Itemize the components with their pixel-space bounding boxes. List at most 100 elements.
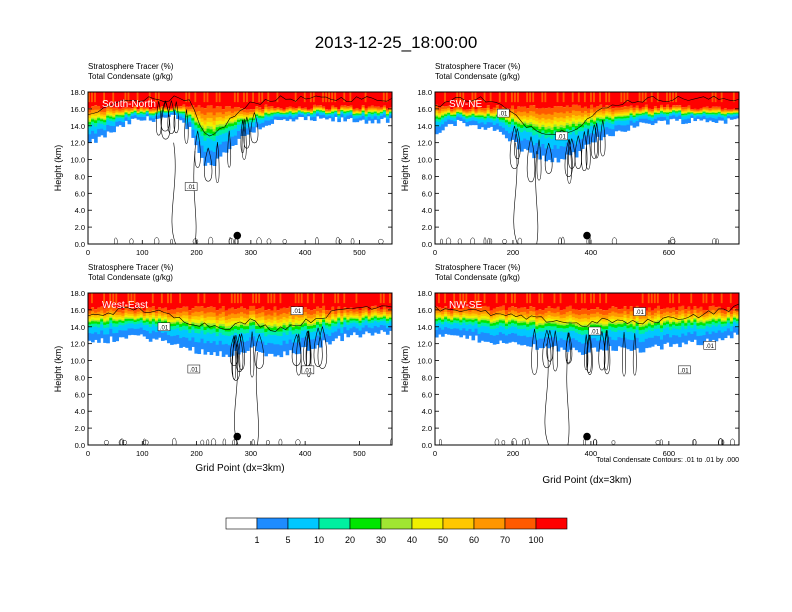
tracer-cell bbox=[233, 117, 238, 121]
tracer-cell bbox=[236, 119, 241, 123]
tracer-cell bbox=[188, 113, 192, 116]
tracer-cell bbox=[553, 145, 558, 158]
tracer-cell bbox=[702, 108, 707, 110]
tracer-cell bbox=[669, 308, 673, 314]
tracer-cell bbox=[568, 330, 573, 340]
tracer-cell bbox=[678, 106, 682, 109]
condensate-contour bbox=[88, 305, 392, 332]
tracer-cell bbox=[236, 107, 241, 112]
tracer-cell bbox=[100, 111, 104, 115]
tracer-cell bbox=[687, 325, 691, 333]
tracer-cell bbox=[438, 92, 442, 108]
tracer-column bbox=[489, 293, 494, 343]
tracer-cell bbox=[188, 121, 192, 127]
tracer-cell bbox=[456, 293, 460, 308]
tracer-cell bbox=[312, 317, 317, 321]
tracer-cell bbox=[139, 318, 144, 321]
tracer-streak bbox=[583, 92, 586, 103]
tracer-cell bbox=[441, 318, 445, 321]
tracer-cell bbox=[97, 320, 101, 323]
tracer-cell bbox=[361, 293, 366, 308]
tracer-cell bbox=[258, 116, 262, 119]
tracer-cell bbox=[164, 320, 168, 324]
tracer-cell bbox=[364, 306, 369, 310]
tracer-cell bbox=[364, 112, 369, 115]
tracer-cell bbox=[544, 308, 549, 314]
tracer-cell bbox=[526, 322, 530, 325]
tracer-cell bbox=[650, 109, 655, 112]
tracer-cell bbox=[711, 118, 716, 123]
tracer-cell bbox=[562, 323, 567, 327]
tracer-cell bbox=[154, 309, 159, 314]
tracer-cell bbox=[130, 111, 135, 113]
tracer-cell bbox=[145, 111, 150, 113]
tracer-column bbox=[699, 92, 704, 121]
tracer-column bbox=[355, 92, 360, 123]
tracer-cell bbox=[602, 121, 606, 125]
tracer-cell bbox=[574, 323, 579, 327]
tracer-cell bbox=[726, 310, 731, 314]
tracer-cell bbox=[343, 108, 347, 111]
tracer-cell bbox=[647, 330, 652, 339]
tracer-cell bbox=[270, 330, 275, 336]
tracer-cell bbox=[602, 326, 606, 330]
tracer-cell bbox=[130, 114, 135, 117]
tracer-cell bbox=[288, 327, 293, 332]
tracer-cell bbox=[678, 111, 682, 114]
tracer-column bbox=[544, 293, 549, 347]
tracer-cell bbox=[514, 120, 518, 123]
tracer-cell bbox=[252, 320, 256, 323]
tracer-cell bbox=[504, 326, 509, 330]
tracer-cell bbox=[587, 135, 591, 145]
tracer-cell bbox=[106, 112, 110, 116]
tracer-cell bbox=[562, 317, 567, 322]
tracer-cell bbox=[468, 118, 473, 122]
tracer-cell bbox=[538, 126, 542, 130]
tracer-cell bbox=[681, 313, 685, 317]
tracer-cell bbox=[456, 111, 460, 113]
tracer-cell bbox=[684, 111, 688, 114]
tracer-cell bbox=[252, 324, 256, 330]
tracer-cell bbox=[267, 108, 271, 112]
tracer-cell bbox=[233, 115, 238, 119]
tracer-cell bbox=[462, 306, 466, 311]
tracer-column bbox=[118, 293, 123, 338]
tracer-cell bbox=[322, 112, 326, 116]
tracer-cell bbox=[319, 308, 323, 314]
tracer-cell bbox=[103, 120, 107, 123]
tracer-cell bbox=[227, 336, 232, 346]
tracer-cell bbox=[300, 109, 305, 111]
colorbar-swatch bbox=[442, 517, 475, 530]
tracer-cell bbox=[535, 310, 539, 316]
tracer-cell bbox=[705, 326, 710, 332]
tracer-column bbox=[349, 293, 354, 336]
tracer-cell bbox=[477, 109, 482, 112]
tracer-cell bbox=[735, 311, 739, 315]
tracer-cell bbox=[264, 107, 268, 110]
tracer-cell bbox=[659, 113, 664, 118]
tracer-cell bbox=[580, 107, 585, 114]
tracer-cell bbox=[705, 115, 710, 119]
contour-label-box bbox=[678, 365, 691, 375]
tracer-cell bbox=[678, 306, 682, 312]
tracer-cell bbox=[373, 106, 378, 109]
tracer-cell bbox=[200, 113, 205, 119]
tracer-cell bbox=[574, 123, 579, 127]
tracer-cell bbox=[699, 306, 704, 312]
tracer-cell bbox=[438, 313, 442, 316]
tracer-column bbox=[121, 293, 126, 338]
tracer-cell bbox=[538, 320, 542, 324]
tracer-cell bbox=[684, 108, 688, 111]
tracer-column bbox=[273, 293, 278, 357]
tracer-column bbox=[453, 92, 457, 126]
tracer-cell bbox=[355, 315, 360, 319]
tracer-cell bbox=[450, 322, 454, 325]
tracer-cell bbox=[732, 321, 737, 327]
tracer-cell bbox=[559, 112, 564, 118]
tracer-cell bbox=[498, 310, 503, 315]
tracer-cell bbox=[319, 109, 323, 111]
tracer-cell bbox=[659, 92, 664, 105]
tracer-cell bbox=[605, 121, 609, 128]
tracer-cell bbox=[605, 314, 609, 320]
